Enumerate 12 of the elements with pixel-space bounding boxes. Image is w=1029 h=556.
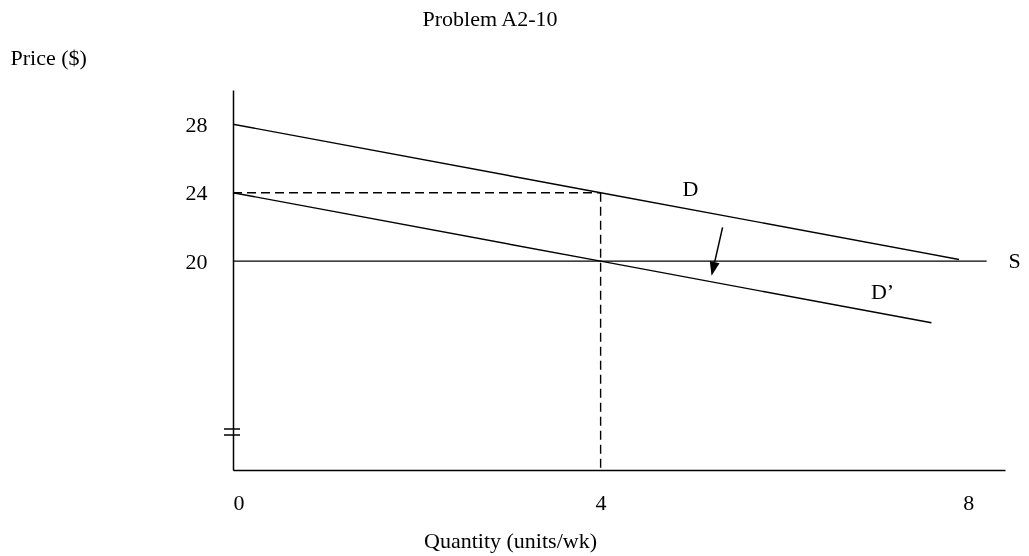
annotation: D: [682, 176, 699, 202]
x-tick-label: 4: [595, 489, 607, 515]
x-tick-label: 8: [963, 489, 975, 515]
y-tick-label: 28: [185, 111, 208, 137]
x-tick-label: 0: [233, 489, 245, 515]
annotation: D’: [870, 278, 895, 304]
chart-title: Problem A2-10: [421, 6, 559, 32]
y-axis-title: Price ($): [10, 44, 87, 70]
text: S: [1008, 248, 1021, 274]
x-axis-title: Quantity (units/wk): [424, 527, 597, 553]
y-tick-label: 20: [185, 248, 208, 274]
y-tick-label: 24: [185, 180, 208, 206]
